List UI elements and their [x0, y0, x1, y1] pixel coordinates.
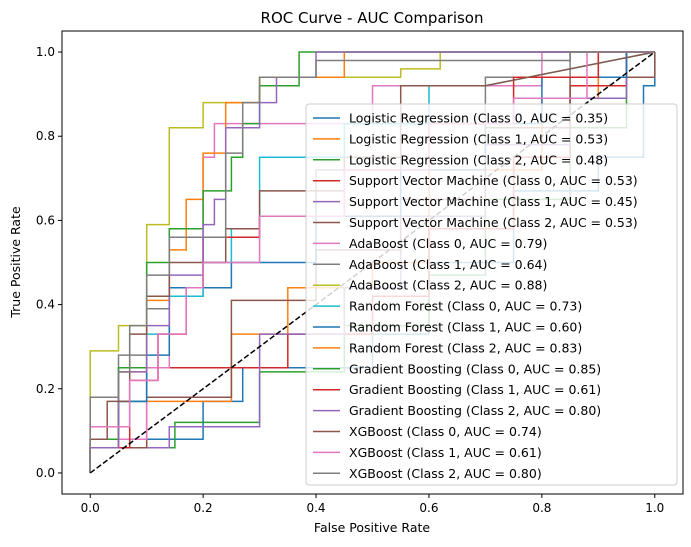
legend-label: Random Forest (Class 0, AUC = 0.73) [349, 299, 582, 314]
y-tick-label: 0.6 [36, 213, 55, 227]
x-tick-label: 1.0 [645, 501, 664, 515]
plot-frame [61, 30, 684, 495]
x-tick-label: 0.8 [532, 501, 551, 515]
x-tick-label: 0.2 [194, 501, 213, 515]
legend-label: Logistic Regression (Class 1, AUC = 0.53… [349, 131, 608, 146]
legend: Logistic Regression (Class 0, AUC = 0.35… [305, 103, 678, 486]
legend-label: Support Vector Machine (Class 0, AUC = 0… [349, 173, 638, 188]
y-axis-ticks: 0.0 0.2 0.4 0.6 0.8 1.0 [36, 45, 62, 480]
legend-label: AdaBoost (Class 2, AUC = 0.88) [349, 278, 547, 293]
legend-label: Support Vector Machine (Class 1, AUC = 0… [349, 194, 638, 209]
legend-label: Gradient Boosting (Class 0, AUC = 0.85) [349, 361, 601, 376]
roc-series-line-18 [89, 51, 655, 473]
series-layer [89, 51, 656, 473]
y-tick-label: 0.4 [36, 298, 55, 312]
x-tick-label: 0.4 [306, 501, 325, 515]
x-axis-label: False Positive Rate [314, 520, 430, 535]
x-tick-label: 0.0 [81, 501, 100, 515]
legend-label: Support Vector Machine (Class 2, AUC = 0… [349, 215, 638, 230]
y-tick-label: 1.0 [36, 45, 55, 59]
legend-items: Logistic Regression (Class 0, AUC = 0.35… [313, 111, 638, 481]
legend-label: XGBoost (Class 0, AUC = 0.74) [349, 424, 542, 439]
roc-series-line-9 [89, 51, 655, 473]
legend-label: AdaBoost (Class 0, AUC = 0.79) [349, 236, 547, 251]
legend-box [305, 103, 678, 486]
y-axis-label: True Positive Rate [8, 206, 23, 319]
legend-label: AdaBoost (Class 1, AUC = 0.64) [349, 257, 547, 272]
legend-label: XGBoost (Class 1, AUC = 0.61) [349, 445, 542, 460]
legend-label: Random Forest (Class 2, AUC = 0.83) [349, 340, 582, 355]
legend-label: Random Forest (Class 1, AUC = 0.60) [349, 320, 582, 335]
legend-label: Gradient Boosting (Class 1, AUC = 0.61) [349, 382, 601, 397]
legend-label: XGBoost (Class 2, AUC = 0.80) [349, 466, 542, 481]
chart-title: ROC Curve - AUC Comparison [261, 9, 484, 27]
y-tick-label: 0.8 [36, 129, 55, 143]
legend-label: Logistic Regression (Class 2, AUC = 0.48… [349, 152, 608, 167]
x-tick-label: 0.6 [419, 501, 438, 515]
y-tick-label: 0.2 [36, 382, 55, 396]
x-axis-ticks: 0.0 0.2 0.4 0.6 0.8 1.0 [81, 494, 664, 515]
legend-label: Gradient Boosting (Class 2, AUC = 0.80) [349, 403, 601, 418]
legend-label: Logistic Regression (Class 0, AUC = 0.35… [349, 111, 608, 126]
y-tick-label: 0.0 [36, 466, 55, 480]
